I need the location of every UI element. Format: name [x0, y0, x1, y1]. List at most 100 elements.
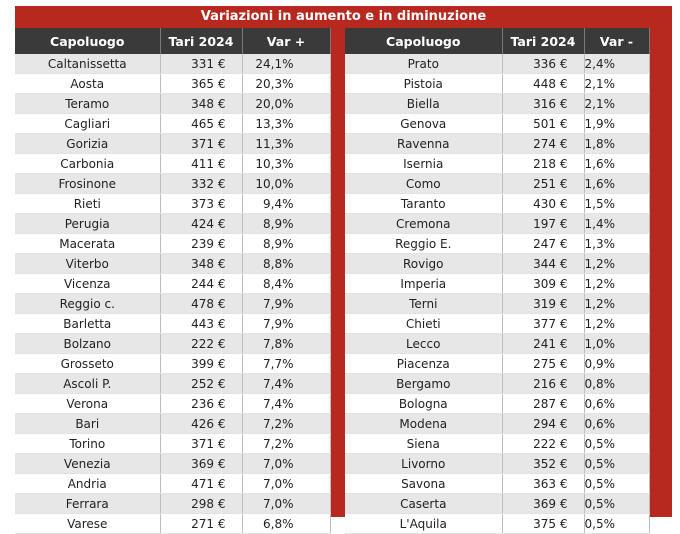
- city-cell: Livorno: [345, 453, 503, 474]
- tari-cell: 465 €: [160, 113, 243, 134]
- variation-cell: 1,4%: [584, 213, 650, 234]
- variation-cell: 8,9%: [242, 233, 331, 254]
- tari-cell: 287 €: [502, 393, 585, 414]
- tari-cell: 244 €: [160, 273, 243, 294]
- city-cell: Ascoli P.: [15, 373, 161, 394]
- tari-cell: 247 €: [502, 233, 585, 254]
- table-row: Modena 294 €0,6%: [345, 413, 650, 434]
- city-cell: Reggio c.: [15, 293, 161, 314]
- variation-cell: 0,5%: [584, 493, 650, 514]
- tari-cell: 373 €: [160, 193, 243, 214]
- city-cell: Chieti: [345, 313, 503, 334]
- city-cell: Aosta: [15, 73, 161, 94]
- city-cell: Torino: [15, 433, 161, 454]
- table-row: Verona 236 €7,4%: [15, 393, 331, 414]
- variation-cell: 1,6%: [584, 173, 650, 194]
- column-header-var-minus: Var -: [584, 28, 650, 54]
- tari-cell: 332 €: [160, 173, 243, 194]
- city-cell: Gorizia: [15, 133, 161, 154]
- tari-cell: 443 €: [160, 313, 243, 334]
- city-cell: Rovigo: [345, 253, 503, 274]
- tari-cell: 478 €: [160, 293, 243, 314]
- table-row: Ferrara 298 €7,0%: [15, 493, 331, 514]
- variation-cell: 0,6%: [584, 413, 650, 434]
- variation-cell: 10,3%: [242, 153, 331, 174]
- tari-cell: 448 €: [502, 73, 585, 94]
- variation-cell: 6,8%: [242, 513, 331, 534]
- tari-cell: 271 €: [160, 513, 243, 534]
- tari-cell: 218 €: [502, 153, 585, 174]
- tari-cell: 316 €: [502, 93, 585, 114]
- variation-cell: 0,5%: [584, 513, 650, 534]
- variation-cell: 1,5%: [584, 193, 650, 214]
- city-cell: Lecco: [345, 333, 503, 354]
- tari-cell: 197 €: [502, 213, 585, 234]
- city-cell: Prato: [345, 54, 503, 74]
- table-row: Teramo 348 €20,0%: [15, 93, 331, 114]
- table-row: Livorno 352 €0,5%: [345, 453, 650, 474]
- variation-cell: 10,0%: [242, 173, 331, 194]
- city-cell: Bolzano: [15, 333, 161, 354]
- city-cell: Barletta: [15, 313, 161, 334]
- variation-cell: 7,2%: [242, 433, 331, 454]
- table-row: Rieti 373 €9,4%: [15, 193, 331, 214]
- table-row: Caserta 369 €0,5%: [345, 493, 650, 514]
- table-row: Savona 363 €0,5%: [345, 473, 650, 494]
- tari-cell: 369 €: [160, 453, 243, 474]
- table-row: Cremona 197 €1,4%: [345, 213, 650, 234]
- tari-cell: 365 €: [160, 73, 243, 94]
- variation-cell: 9,4%: [242, 193, 331, 214]
- variation-cell: 0,8%: [584, 373, 650, 394]
- tari-cell: 336 €: [502, 54, 585, 74]
- table-row: Gorizia 371 €11,3%: [15, 133, 331, 154]
- column-header-tari-2024: Tari 2024: [502, 28, 585, 54]
- tari-cell: 371 €: [160, 433, 243, 454]
- decrease-table: Capoluogo Tari 2024 Var - Prato 336 €2,4%…: [345, 28, 650, 534]
- city-cell: Ferrara: [15, 493, 161, 514]
- city-cell: Ravenna: [345, 133, 503, 154]
- table-row: L'Aquila 375 €0,5%: [345, 513, 650, 534]
- variation-cell: 1,8%: [584, 133, 650, 154]
- variation-cell: 7,7%: [242, 353, 331, 374]
- table-row: Varese 271 €6,8%: [15, 513, 331, 534]
- variation-cell: 8,4%: [242, 273, 331, 294]
- tari-cell: 294 €: [502, 413, 585, 434]
- variation-cell: 7,0%: [242, 493, 331, 514]
- variation-cell: 2,4%: [584, 54, 650, 74]
- tari-cell: 236 €: [160, 393, 243, 414]
- tari-cell: 274 €: [502, 133, 585, 154]
- variation-cell: 7,0%: [242, 473, 331, 494]
- table-row: Viterbo 348 €8,8%: [15, 253, 331, 274]
- tari-cell: 331 €: [160, 54, 243, 74]
- city-cell: Grosseto: [15, 353, 161, 374]
- tari-cell: 275 €: [502, 353, 585, 374]
- variation-cell: 0,5%: [584, 433, 650, 454]
- variation-cell: 24,1%: [242, 54, 331, 74]
- column-header-capoluogo: Capoluogo: [15, 28, 161, 54]
- table-row: Reggio c. 478 €7,9%: [15, 293, 331, 314]
- variation-cell: 1,2%: [584, 273, 650, 294]
- table-row: Aosta 365 €20,3%: [15, 73, 331, 94]
- city-cell: Varese: [15, 513, 161, 534]
- city-cell: Verona: [15, 393, 161, 414]
- table-row: Terni 319 €1,2%: [345, 293, 650, 314]
- table-row: Carbonia 411 €10,3%: [15, 153, 331, 174]
- city-cell: Cagliari: [15, 113, 161, 134]
- city-cell: Bologna: [345, 393, 503, 414]
- tari-cell: 471 €: [160, 473, 243, 494]
- variation-cell: 0,5%: [584, 453, 650, 474]
- table-row: Lecco 241 €1,0%: [345, 333, 650, 354]
- table-row: Ravenna 274 €1,8%: [345, 133, 650, 154]
- variation-cell: 20,0%: [242, 93, 331, 114]
- city-cell: Frosinone: [15, 173, 161, 194]
- tari-cell: 363 €: [502, 473, 585, 494]
- tari-cell: 216 €: [502, 373, 585, 394]
- city-cell: Reggio E.: [345, 233, 503, 254]
- table-row: Siena 222 €0,5%: [345, 433, 650, 454]
- city-cell: Isernia: [345, 153, 503, 174]
- city-cell: Andria: [15, 473, 161, 494]
- variation-cell: 7,4%: [242, 373, 331, 394]
- table-row: Biella 316 €2,1%: [345, 93, 650, 114]
- tari-cell: 424 €: [160, 213, 243, 234]
- city-cell: Imperia: [345, 273, 503, 294]
